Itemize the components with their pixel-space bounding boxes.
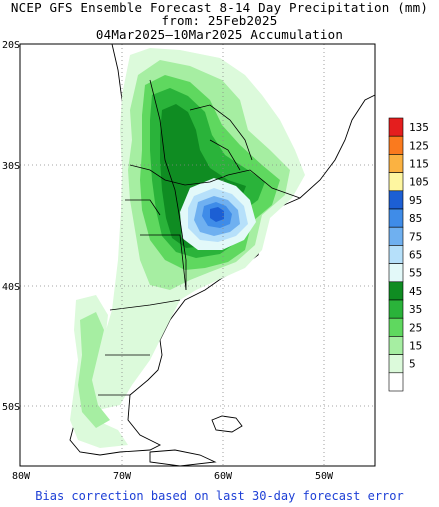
lon-label-50w: 50W (315, 471, 334, 482)
legend-label: 85 (409, 212, 422, 225)
legend-swatch (388, 154, 404, 173)
legend-swatch (388, 317, 404, 337)
legend-label: 45 (409, 285, 422, 298)
lat-label-50s: 50S (2, 402, 20, 413)
lat-label-30s: 30S (2, 161, 20, 172)
legend-swatch (388, 354, 404, 374)
legend-swatch (388, 172, 404, 192)
legend-swatch (388, 208, 404, 228)
lat-label-40s: 40S (2, 282, 20, 293)
precip-95mm-area (210, 207, 224, 222)
precip-15mm-area-south (78, 312, 110, 428)
legend-label: 95 (409, 194, 422, 207)
legend-label: 25 (409, 321, 422, 334)
legend-swatch (388, 245, 404, 264)
legend-label: 35 (409, 303, 422, 316)
lat-label-20s: 20S (2, 40, 20, 51)
legend-swatch (388, 226, 404, 246)
accumulation-period: 04Mar2025—10Mar2025 Accumulation (95, 27, 344, 42)
lon-label-80w: 80W (12, 471, 31, 482)
legend-label: 115 (409, 158, 429, 171)
legend-label: 75 (409, 230, 422, 243)
legend-label: 125 (409, 139, 429, 152)
legend-swatch (388, 281, 404, 301)
legend-swatch (388, 299, 404, 319)
map-title: NCEP GFS Ensemble Forecast 8-14 Day Prec… (10, 0, 429, 15)
forecast-init-date: from: 25Feb2025 (161, 13, 278, 28)
land-falkland-islands (211, 415, 243, 433)
legend-swatch (388, 372, 404, 392)
legend-label: 135 (409, 121, 429, 134)
legend-swatch (388, 263, 404, 283)
lon-label-70w: 70W (113, 471, 132, 482)
legend-swatch (388, 135, 404, 155)
legend-swatch (388, 336, 404, 355)
land-tierra-del-fuego (149, 449, 217, 466)
legend-label: 55 (409, 267, 422, 280)
lon-label-60w: 60W (214, 471, 233, 482)
bias-correction-note: Bias correction based on last 30-day for… (35, 489, 404, 503)
precip-legend: 135 125 115 105 95 85 75 65 55 45 35 25 15 5 (388, 117, 429, 392)
legend-swatch (388, 117, 404, 137)
legend-label: 15 (409, 340, 422, 353)
legend-label: 105 (409, 176, 429, 189)
political-borders (98, 79, 301, 396)
legend-label: 65 (409, 249, 422, 262)
legend-label: 5 (409, 358, 416, 371)
legend-swatch (388, 190, 404, 210)
map-content (20, 44, 375, 466)
map-border (19, 43, 376, 467)
